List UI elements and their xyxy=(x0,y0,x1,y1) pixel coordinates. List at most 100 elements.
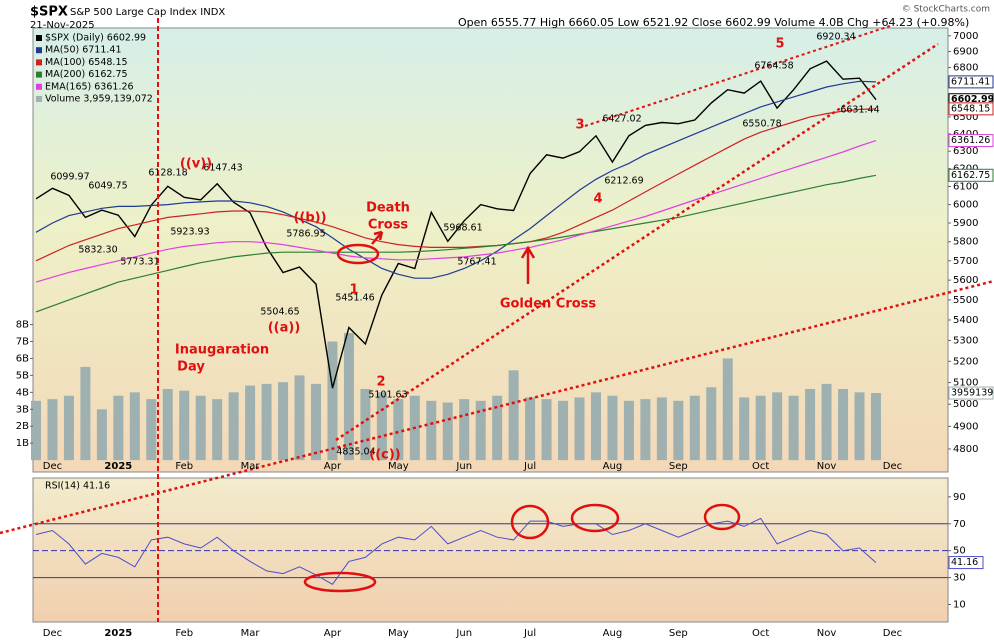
volume-bar xyxy=(689,395,700,461)
x-tick-label: Apr xyxy=(324,461,342,472)
volume-bar xyxy=(838,388,849,461)
volume-bar xyxy=(541,399,552,461)
volume-tick-label: 7B xyxy=(16,337,29,348)
price-annotation: 4835.04 xyxy=(336,447,375,458)
y-tick-label: 6000 xyxy=(953,200,978,211)
volume-bar xyxy=(129,392,140,461)
volume-bar xyxy=(162,388,173,461)
wave-annotation: Death xyxy=(366,201,410,216)
x-tick-label: Jul xyxy=(523,461,536,472)
wave-annotation: Cross xyxy=(368,218,409,233)
wave-annotation: ((v)) xyxy=(180,157,212,172)
legend-entry: $SPX (Daily) 6602.99 xyxy=(45,33,146,44)
average-line xyxy=(35,140,877,283)
price-annotation: 6550.78 xyxy=(742,119,781,130)
legend-swatch xyxy=(36,35,42,41)
title: $SPX xyxy=(30,5,68,20)
wave-annotation: Inaugaration xyxy=(175,343,269,358)
legend-entry: EMA(165) 6361.26 xyxy=(45,81,134,92)
volume-bar xyxy=(788,395,799,461)
volume-tick-label: 3B xyxy=(16,404,29,415)
volume-bar xyxy=(525,397,536,461)
volume-bar xyxy=(80,366,91,461)
volume-bar xyxy=(228,392,239,461)
arrow xyxy=(371,230,384,245)
x-tick-label: Dec xyxy=(883,628,902,639)
legend-swatch xyxy=(36,47,42,54)
rsi-tick-label: 90 xyxy=(953,492,966,503)
price-annotation: 6427.02 xyxy=(602,114,641,125)
rsi-tick-label: 50 xyxy=(953,546,966,557)
x-tick-label: Sep xyxy=(669,461,688,472)
x-tick-label: Nov xyxy=(817,461,837,472)
volume-bar xyxy=(376,392,387,461)
price-annotation: 5968.61 xyxy=(443,223,482,234)
last-value-box xyxy=(948,75,994,89)
volume-bar xyxy=(294,375,305,461)
y-tick-label: 6100 xyxy=(953,181,978,192)
volume-tick-label: 5B xyxy=(16,370,29,381)
price-annotation: 6049.75 xyxy=(88,181,127,192)
volume-bar xyxy=(706,387,717,461)
wave-annotation: ((c)) xyxy=(369,448,400,463)
legend-entry: Volume 3,959,139,072 xyxy=(45,94,153,105)
x-tick-label: Oct xyxy=(752,461,769,472)
price-annotation: 6631.44 xyxy=(840,105,879,116)
death-cross-circle xyxy=(336,243,380,265)
y-tick-label: 6300 xyxy=(953,146,978,157)
x-tick-label: Jun xyxy=(455,461,472,472)
x-tick-label: Feb xyxy=(175,461,193,472)
legend-swatch xyxy=(36,83,42,90)
price-annotation: 5923.93 xyxy=(170,227,209,238)
quote: Open 6555.77 High 6660.05 Low 6521.92 Cl… xyxy=(458,16,969,29)
volume-tick-label: 4B xyxy=(16,387,29,398)
price-annotation: 5773.31 xyxy=(120,257,159,268)
y-tick-label: 5300 xyxy=(953,335,978,346)
rsi-tick-label: 10 xyxy=(953,600,966,611)
x-tick-label: 2025 xyxy=(104,461,132,472)
volume-bar xyxy=(113,395,124,461)
legend-swatch xyxy=(36,59,42,66)
y-tick-label: 6800 xyxy=(953,63,978,74)
average-line xyxy=(35,80,877,279)
rsi-legend: RSI(14) 41.16 xyxy=(45,481,110,492)
x-tick-label: Sep xyxy=(669,628,688,639)
y-tick-label: 5000 xyxy=(953,399,978,410)
volume-tick-label: 1B xyxy=(16,438,29,449)
last-value-label: 6602.99 xyxy=(951,94,994,105)
y-tick-label: 4800 xyxy=(953,444,978,455)
wave-annotation: 4 xyxy=(593,192,602,207)
volume-bar xyxy=(245,385,256,461)
volume-bar xyxy=(310,383,321,461)
last-value-label: 3959139 xyxy=(951,388,993,399)
volume-bar xyxy=(673,400,684,461)
volume-tick-label: 2B xyxy=(16,421,29,432)
y-tick-label: 7000 xyxy=(953,31,978,42)
y-tick-label: 5700 xyxy=(953,256,978,267)
price-annotation: 6128.18 xyxy=(148,168,187,179)
price-annotation: 5451.46 xyxy=(335,293,374,304)
volume-bar xyxy=(772,392,783,461)
price-annotation: 6147.43 xyxy=(203,163,242,174)
volume-bar xyxy=(475,400,486,461)
volume-bar xyxy=(442,402,453,461)
volume-bar xyxy=(63,395,74,461)
legend-entry: MA(50) 6711.41 xyxy=(45,45,122,56)
trend-line xyxy=(0,279,994,535)
volume-bar xyxy=(96,409,107,461)
volume-bar xyxy=(426,400,437,461)
volume-bar xyxy=(590,392,601,461)
y-tick-label: 4900 xyxy=(953,421,978,432)
rsi-tick-label: 30 xyxy=(953,573,966,584)
rsi-circle xyxy=(703,503,741,531)
x-tick-label: Jun xyxy=(455,628,472,639)
last-value-label: 6162.75 xyxy=(951,170,990,181)
last-value-box xyxy=(948,134,994,148)
volume-bar xyxy=(558,400,569,461)
y-tick-label: 5100 xyxy=(953,378,978,389)
volume-bar xyxy=(343,333,354,461)
legend-swatch xyxy=(36,96,42,102)
wave-annotation: 1 xyxy=(349,283,358,298)
